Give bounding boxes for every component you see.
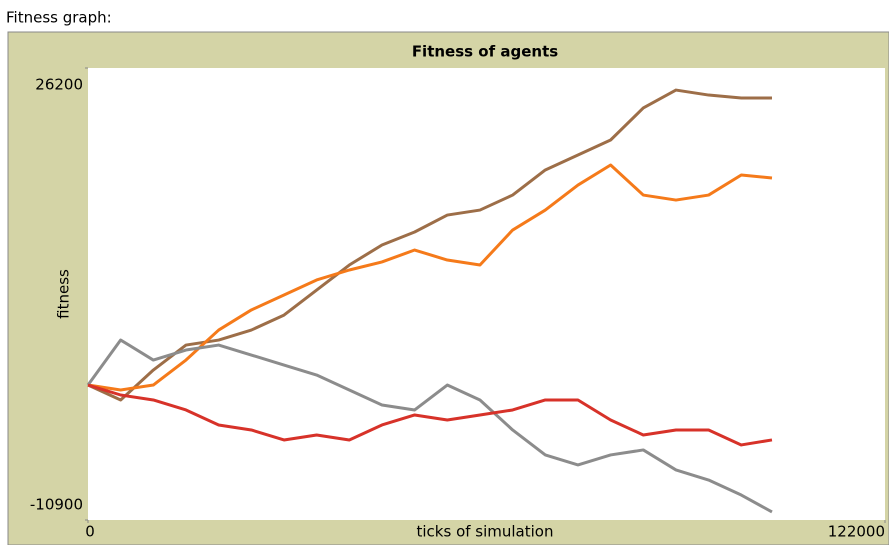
series-line <box>87 88 772 402</box>
y-tick-label: -10900 <box>30 496 83 514</box>
x-tick-label: 0 <box>85 523 95 541</box>
y-tick-label: 26200 <box>35 76 83 94</box>
series-line <box>86 338 773 514</box>
chart-title: Fitness of agents <box>412 43 558 61</box>
x-axis-label: ticks of simulation <box>417 523 554 541</box>
series-line <box>87 383 773 447</box>
series-line <box>87 163 773 392</box>
y-axis-label: fitness <box>55 269 73 319</box>
plot-area <box>88 68 885 520</box>
widget-label: Fitness graph: <box>6 9 112 27</box>
x-tick-label: 122000 <box>828 523 885 541</box>
